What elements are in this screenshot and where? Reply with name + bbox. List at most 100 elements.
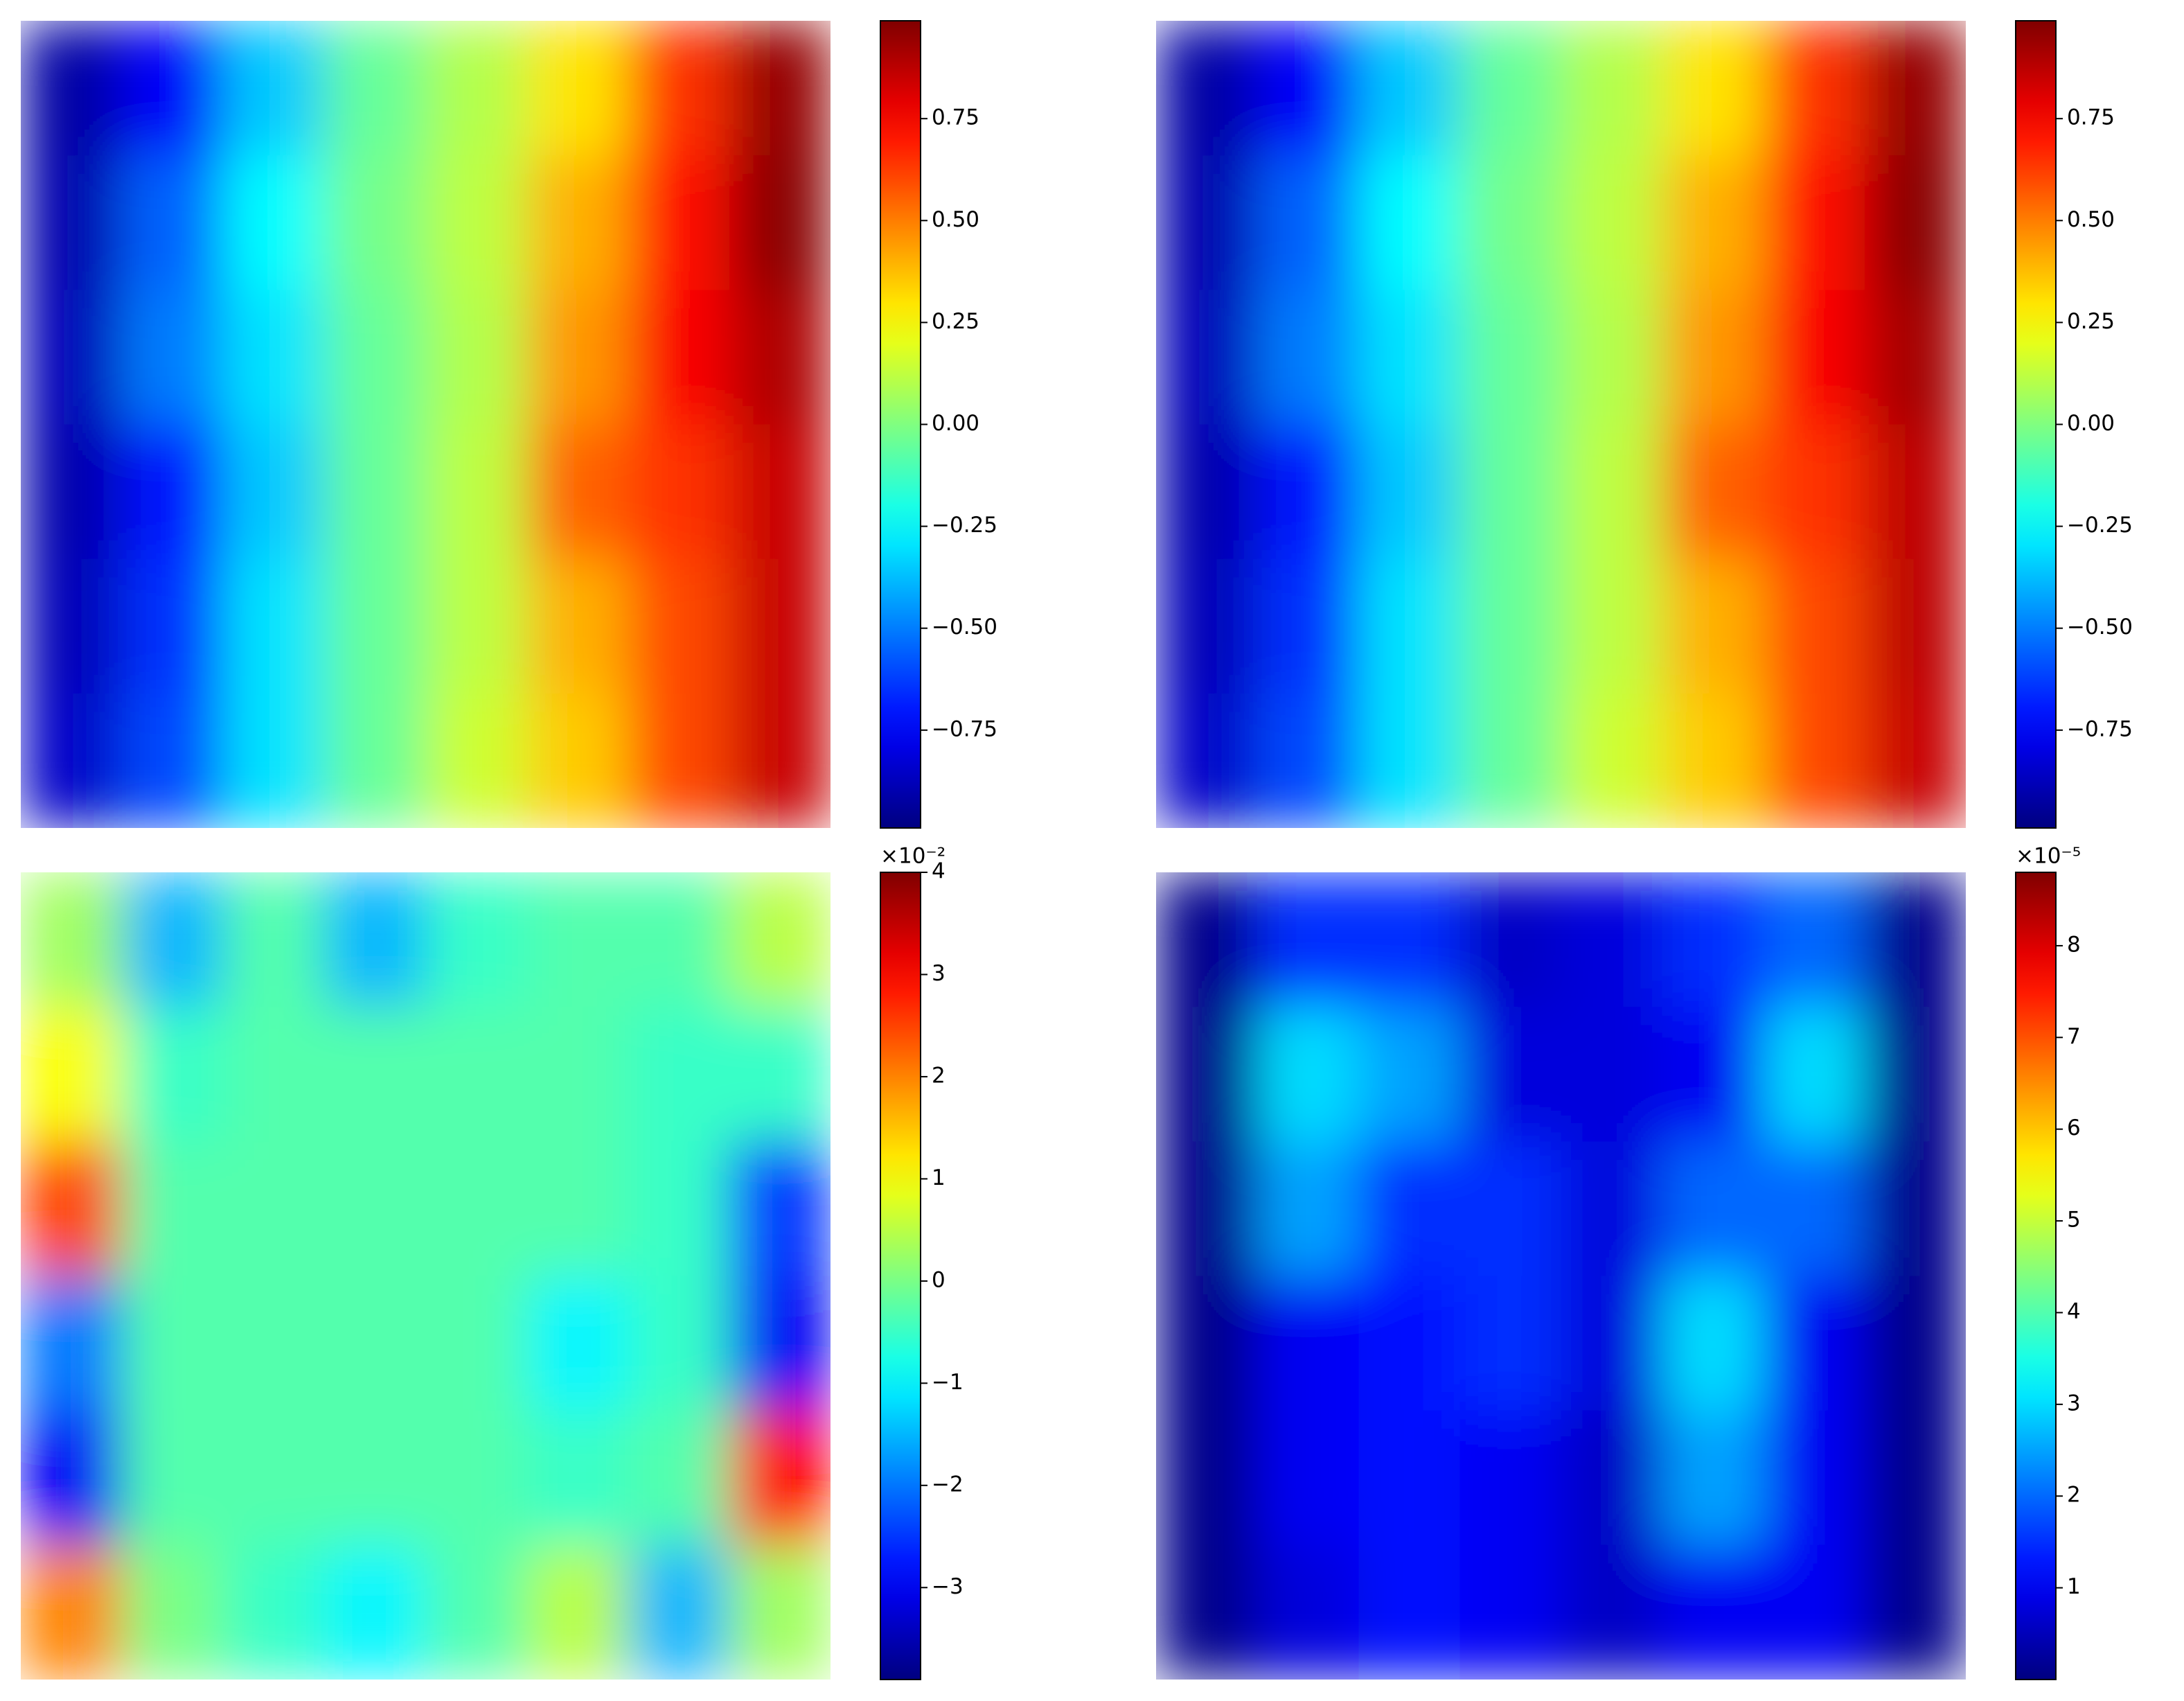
- heatmap-cells: [1156, 872, 1966, 1680]
- heatmap-cell: [526, 558, 629, 694]
- colorbar-tick-label: −1: [932, 1370, 964, 1395]
- heatmap-cell: [1257, 290, 1359, 425]
- heatmap-cell: [21, 1544, 123, 1680]
- heatmap-cell: [21, 155, 123, 290]
- heatmap-cell: [1459, 1544, 1561, 1680]
- heatmap-cell: [1257, 1007, 1359, 1142]
- heatmap-cells: [21, 872, 831, 1680]
- heatmap: [21, 21, 831, 828]
- heatmap-cell: [628, 1141, 730, 1276]
- colorbar-tick-label: −0.25: [2067, 513, 2133, 538]
- heatmap-cell: [1358, 424, 1460, 560]
- heatmap-cell: [526, 693, 629, 828]
- heatmap-cell: [425, 155, 528, 290]
- heatmap-cell: [1662, 1141, 1764, 1276]
- heatmap-cell: [223, 1410, 325, 1546]
- heatmap-cell: [1358, 1544, 1460, 1680]
- heatmap-cell: [1257, 21, 1359, 156]
- heatmap-cell: [526, 424, 629, 560]
- heatmap-cell: [1257, 558, 1359, 694]
- heatmap-cell: [729, 1141, 831, 1276]
- heatmap-cell: [1662, 872, 1764, 1007]
- heatmap-cell: [729, 21, 831, 156]
- heatmap-cell: [1561, 1007, 1663, 1142]
- heatmap-cell: [628, 155, 730, 290]
- heatmap-cell: [122, 424, 224, 560]
- heatmap-cell: [425, 1544, 528, 1680]
- heatmap-cell: [1763, 290, 1865, 425]
- heatmap-cell: [122, 1410, 224, 1546]
- heatmap-cell: [1358, 1007, 1460, 1142]
- heatmap-cell: [21, 872, 123, 1007]
- colorbar-tick-label: −0.50: [932, 615, 997, 640]
- heatmap-cell: [324, 1544, 426, 1680]
- heatmap-cell: [526, 21, 629, 156]
- heatmap-cell: [21, 558, 123, 694]
- heatmap-cell: [1358, 290, 1460, 425]
- heatmap-cell: [1763, 21, 1865, 156]
- heatmap-cell: [729, 872, 831, 1007]
- heatmap-cell: [1257, 155, 1359, 290]
- heatmap-cell: [1763, 693, 1865, 828]
- heatmap-cell: [1864, 21, 1966, 156]
- colorbar-tick-label: 1: [932, 1165, 945, 1190]
- heatmap-cell: [1358, 1276, 1460, 1411]
- colorbar-offset-text: ×10⁻²: [880, 844, 945, 869]
- heatmap: [1156, 872, 1966, 1680]
- heatmap-cell: [1459, 1410, 1561, 1546]
- heatmap-cell: [1358, 872, 1460, 1007]
- heatmap-cell: [526, 1276, 629, 1411]
- colorbar-tick-label: 0.75: [932, 105, 979, 130]
- heatmap: [1156, 21, 1966, 828]
- heatmap-cell: [21, 21, 123, 156]
- heatmap-cell: [1864, 558, 1966, 694]
- heatmap-cell: [729, 1544, 831, 1680]
- heatmap-cell: [21, 290, 123, 425]
- heatmap-cell: [324, 693, 426, 828]
- colorbar-tick-label: −0.25: [932, 513, 997, 538]
- heatmap-cell: [1864, 1410, 1966, 1546]
- heatmap-cell: [1156, 1141, 1258, 1276]
- heatmap-cell: [1156, 872, 1258, 1007]
- heatmap-cell: [425, 21, 528, 156]
- heatmap-cell: [425, 693, 528, 828]
- heatmap-cell: [628, 872, 730, 1007]
- heatmap-cell: [1864, 290, 1966, 425]
- heatmap-cell: [729, 155, 831, 290]
- heatmap-cell: [122, 1276, 224, 1411]
- heatmap-cell: [1763, 1410, 1865, 1546]
- heatmap-cell: [122, 1544, 224, 1680]
- colorbar-tick-label: 0.50: [932, 207, 979, 232]
- heatmap-cell: [1459, 1141, 1561, 1276]
- colorbar: [880, 20, 921, 829]
- heatmap-cell: [1561, 693, 1663, 828]
- heatmap-cell: [1156, 693, 1258, 828]
- colorbar-tick-label: 3: [932, 961, 945, 986]
- heatmap-cell: [324, 424, 426, 560]
- heatmap-cell: [425, 558, 528, 694]
- heatmap-cell: [628, 1007, 730, 1142]
- heatmap-cell: [1561, 290, 1663, 425]
- heatmap-cell: [729, 290, 831, 425]
- heatmap-cell: [1662, 558, 1764, 694]
- heatmap-cell: [122, 872, 224, 1007]
- heatmap-cell: [122, 1007, 224, 1142]
- heatmap-cell: [324, 290, 426, 425]
- heatmap-cell: [526, 1544, 629, 1680]
- heatmap-panel: [1156, 21, 1966, 828]
- colorbar-tick-label: 2: [2067, 1483, 2081, 1508]
- heatmap-cell: [21, 424, 123, 560]
- heatmap-cell: [1257, 424, 1359, 560]
- heatmap-cell: [1156, 155, 1258, 290]
- heatmap-cell: [526, 290, 629, 425]
- heatmap-cell: [628, 1276, 730, 1411]
- heatmap-cell: [1864, 1141, 1966, 1276]
- heatmap-cell: [526, 1007, 629, 1142]
- heatmap-cell: [1156, 1544, 1258, 1680]
- heatmap-cell: [1864, 1276, 1966, 1411]
- heatmap-cell: [628, 693, 730, 828]
- heatmap-cell: [21, 1141, 123, 1276]
- heatmap-cell: [1561, 1410, 1663, 1546]
- heatmap-cell: [425, 290, 528, 425]
- colorbar-tick-label: 0.50: [2067, 207, 2115, 232]
